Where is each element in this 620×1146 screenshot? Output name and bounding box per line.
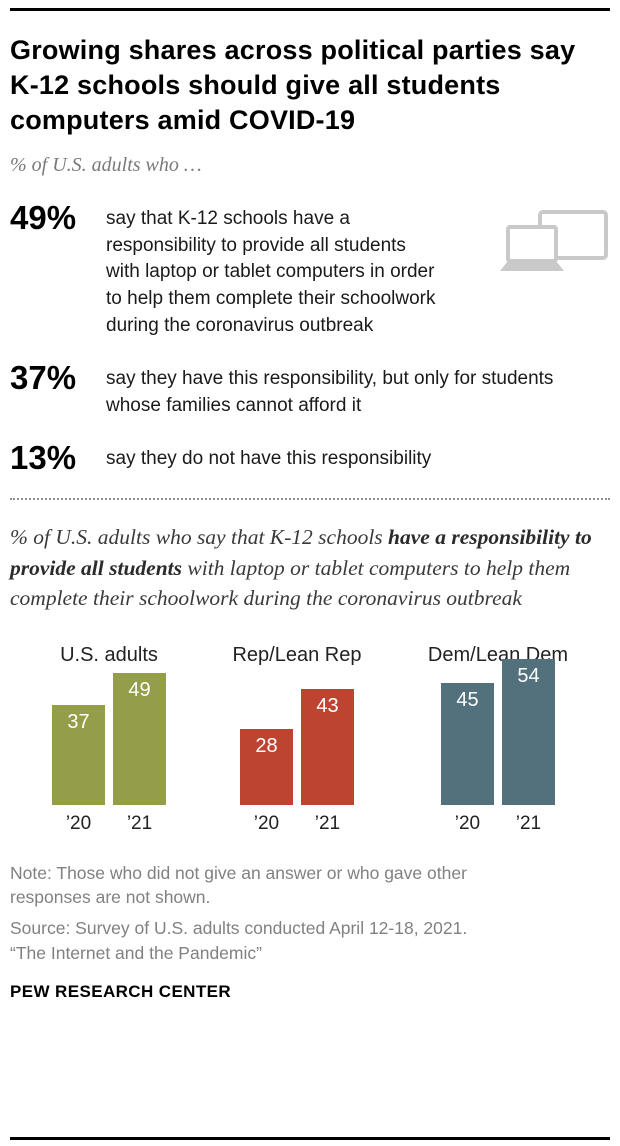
x-axis-label: ’21 <box>126 812 153 834</box>
bar-column: 43 ’21 <box>300 688 354 835</box>
stats-section: 49% say that K-12 schools have a respons… <box>10 201 610 476</box>
bar-value-label: 54 <box>517 664 540 687</box>
x-axis-label: ’21 <box>314 812 341 834</box>
chart-intro: % of U.S. adults who say that K-12 schoo… <box>10 522 610 614</box>
bar: 28 <box>239 728 293 805</box>
stat-row-49: 49% say that K-12 schools have a respons… <box>10 201 610 339</box>
subtitle: % of U.S. adults who … <box>10 154 202 177</box>
chart-intro-bold: have a responsibility to provide all stu… <box>10 525 592 580</box>
stat-text: say that K-12 schools have a responsibil… <box>106 208 436 336</box>
chart-group-label: U.S. adults <box>60 643 158 666</box>
bar-value-label: 49 <box>128 678 151 701</box>
chart-group: Dem/Lean Dem 45’20 54’21 <box>428 644 568 835</box>
bottom-rule <box>10 1137 610 1140</box>
stat-value: 13% <box>10 439 77 477</box>
chart-intro-part1: % of U.S. adults who say that K-12 schoo… <box>10 525 389 550</box>
x-axis-label: ’20 <box>65 812 92 834</box>
bar-column: 54 ’21 <box>501 658 555 835</box>
bar: 49 <box>113 672 166 805</box>
footnote: Note: Those who did not give an answer o… <box>10 862 467 908</box>
bar-column: 37 ’20 <box>52 704 105 835</box>
chart-group: Rep/Lean Rep 28 ’20 43 ’21 <box>232 644 361 835</box>
bar-column: 45 ’20 <box>440 682 494 835</box>
laptop-and-monitor-icon <box>498 201 610 284</box>
chart-intro-part3: with laptop or tablet computers to help … <box>10 555 571 611</box>
source-line: Source: Survey of U.S. adults conducted … <box>10 918 468 939</box>
bar-pair: 28 ’20 43 ’21 <box>239 683 354 835</box>
stat-text: say they do not have this responsibility <box>106 448 432 470</box>
chart-group-label: Rep/Lean Rep <box>232 643 362 666</box>
x-axis-label: ’21 <box>515 812 542 834</box>
top-rule <box>10 8 610 11</box>
report-title: “The Internet and the Pandemic” <box>10 943 262 964</box>
bar-column: 28 ’20 <box>239 728 293 835</box>
footer: Note: Those who did not give an answer o… <box>10 861 610 1002</box>
bar: 54 <box>501 658 555 805</box>
stat-value: 37% <box>10 359 77 397</box>
dotted-divider <box>10 498 610 501</box>
x-axis-label: ’20 <box>253 812 280 834</box>
bar-column: 49 ’21 <box>113 672 166 835</box>
stat-value: 49% <box>10 199 77 237</box>
stat-text: say they have this responsibility, but o… <box>106 368 554 416</box>
bar-value-label: 37 <box>67 710 90 733</box>
bar: 37 <box>52 704 105 805</box>
bar-value-label: 45 <box>456 688 479 711</box>
page-title: Growing shares across political parties … <box>10 35 576 136</box>
bar: 43 <box>300 688 354 805</box>
stat-row-13: 13% say they do not have this responsibi… <box>10 441 610 476</box>
bar-pair: 37 ’20 49 ’21 <box>52 672 166 835</box>
stat-row-37: 37% say they have this responsibility, b… <box>10 361 610 419</box>
bar-chart: U.S. adults 37 ’20 49 ’21 Rep/Lean Rep 28 ’20 43… <box>10 644 610 835</box>
x-axis-label: ’20 <box>454 812 481 834</box>
bar-value-label: 28 <box>255 734 278 757</box>
bar-pair: 45 ’20 54 ’21 <box>440 658 555 835</box>
bar-value-label: 43 <box>316 694 339 717</box>
bar: 45 <box>440 682 494 805</box>
chart-group: U.S. adults 37 ’20 49 ’21 <box>52 644 166 835</box>
brand-logo: PEW RESEARCH CENTER <box>10 982 232 1001</box>
